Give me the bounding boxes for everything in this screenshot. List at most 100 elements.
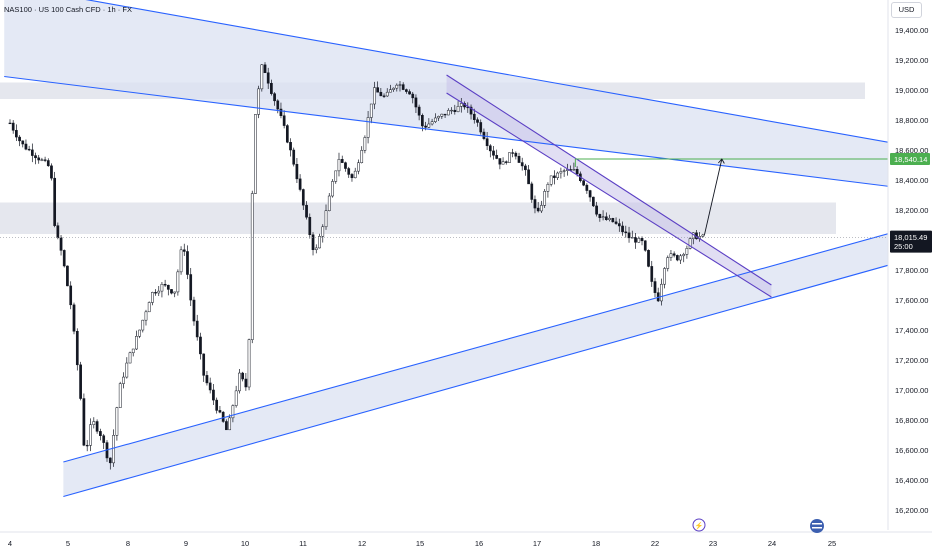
- candle-body: [421, 115, 424, 127]
- candle-body: [488, 145, 492, 152]
- candle-body: [40, 159, 44, 161]
- candle-body: [166, 284, 170, 290]
- projection-arrow[interactable]: [703, 158, 723, 236]
- candle-body: [562, 170, 566, 172]
- purple-channel-line[interactable]: [446, 92, 772, 298]
- candle-body: [276, 100, 280, 110]
- current-price-tag-bg: [890, 230, 932, 253]
- y-tick-label: 17,600.00: [895, 296, 928, 305]
- candle-body: [305, 204, 308, 218]
- candle-body: [89, 424, 92, 446]
- candle-body: [215, 399, 219, 411]
- candle-body: [122, 376, 125, 384]
- currency-button[interactable]: USD: [891, 2, 922, 18]
- candle-body: [212, 389, 215, 401]
- y-tick-label: 18,600.00: [895, 146, 928, 155]
- candle-body: [405, 89, 408, 92]
- us-flag-icon[interactable]: [810, 519, 824, 533]
- candle-body: [520, 162, 524, 167]
- candle-body: [53, 177, 57, 226]
- ascending-channel-line[interactable]: [63, 230, 899, 463]
- candle-body: [679, 255, 682, 261]
- candle-body: [440, 113, 444, 117]
- price-axis[interactable]: 16,200.00 16,400.00 16,600.00 16,800.00 17,0…: [887, 0, 932, 550]
- candle-body: [327, 195, 331, 211]
- descending-channel-line[interactable]: [4, 75, 899, 189]
- candle-body: [257, 88, 260, 115]
- candle-body: [450, 109, 453, 112]
- y-tick-label: 16,800.00: [895, 416, 928, 425]
- candle-body: [479, 122, 483, 133]
- candle-body: [495, 155, 499, 159]
- candle-body: [424, 125, 427, 128]
- candle-body: [8, 122, 12, 125]
- tradingview-logo-icon[interactable]: ⚡: [692, 518, 706, 532]
- x-tick-label: 5: [66, 539, 70, 548]
- candle-body: [273, 93, 276, 102]
- x-tick-label: 9: [184, 539, 188, 548]
- plot-area[interactable]: [0, 0, 899, 498]
- candle-body: [682, 254, 686, 257]
- candle-body: [453, 109, 457, 112]
- time-axis[interactable]: 4 5 8 9 10 11 12 15 16 17 18 22 23 24 25: [0, 531, 932, 548]
- purple-channel-line[interactable]: [446, 74, 772, 286]
- candle-body: [34, 155, 37, 159]
- candle-body: [128, 352, 132, 364]
- candle-body: [653, 281, 657, 293]
- candle-body: [446, 110, 450, 116]
- ascending-channel-line[interactable]: [63, 261, 899, 498]
- y-tick-label: 17,200.00: [895, 356, 928, 365]
- y-tick-label: 19,000.00: [895, 86, 928, 95]
- candle-body: [546, 184, 550, 192]
- candle-body: [472, 113, 476, 120]
- candle-body: [556, 172, 559, 178]
- candle-body: [575, 169, 579, 175]
- candle-body: [701, 234, 705, 237]
- descending-channel-line[interactable]: [4, 0, 899, 145]
- candle-body: [514, 152, 518, 157]
- candle-body: [637, 238, 641, 243]
- candle-body: [154, 292, 157, 294]
- current-price-value: 18,015.49: [894, 233, 927, 242]
- target-price-tag-text: 18,540.14: [894, 155, 927, 164]
- candle-body: [621, 225, 624, 233]
- candle-body: [151, 292, 154, 303]
- candle-body: [492, 150, 495, 156]
- y-tick-label: 17,000.00: [895, 386, 928, 395]
- candle-body: [624, 231, 628, 234]
- candle-body: [321, 226, 325, 237]
- candle-body: [144, 311, 148, 321]
- candle-body: [66, 265, 69, 287]
- candle-body: [536, 207, 540, 212]
- candle-body: [186, 251, 189, 275]
- candle-body: [292, 149, 296, 165]
- candle-body: [530, 183, 534, 200]
- candle-body: [318, 236, 321, 249]
- candles: [8, 62, 705, 470]
- candle-body: [263, 64, 267, 74]
- candle-body: [395, 84, 399, 89]
- candle-body: [344, 162, 347, 169]
- candle-body: [598, 213, 602, 218]
- candle-body: [604, 216, 608, 220]
- candle-body: [373, 87, 376, 105]
- candle-body: [643, 240, 647, 251]
- candle-body: [608, 218, 611, 220]
- candle-body: [221, 411, 225, 422]
- candle-body: [401, 84, 405, 90]
- candle-body: [414, 97, 418, 108]
- candle-body: [176, 271, 180, 293]
- candle-body: [408, 91, 411, 95]
- candle-body: [112, 435, 115, 464]
- candle-body: [311, 234, 315, 251]
- flag-stripe: [812, 523, 822, 525]
- candle-body: [508, 152, 511, 163]
- candle-body: [160, 283, 164, 292]
- candle-body: [640, 238, 644, 242]
- x-tick-label: 24: [768, 539, 776, 548]
- candle-body: [360, 150, 364, 163]
- candle-body: [135, 336, 138, 350]
- y-tick-label: 16,600.00: [895, 446, 928, 455]
